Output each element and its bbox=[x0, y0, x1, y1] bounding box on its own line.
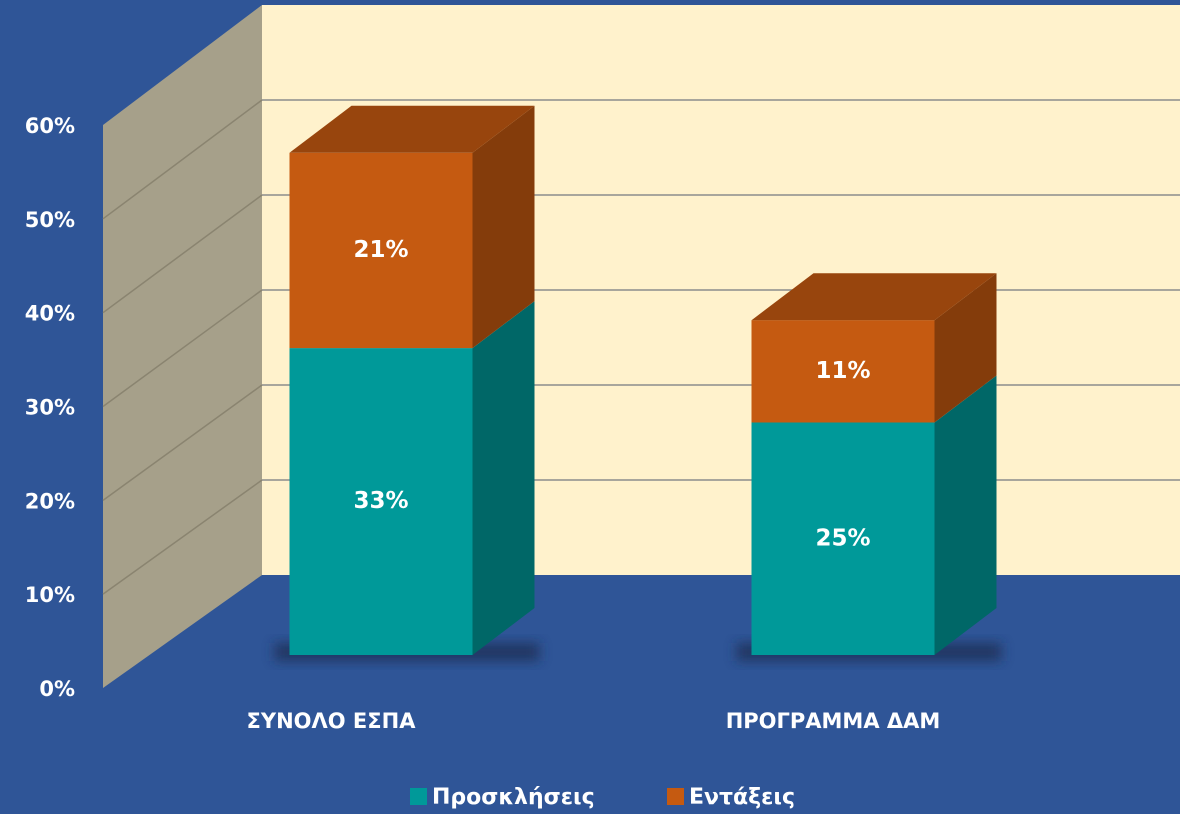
grid-line bbox=[102, 289, 263, 408]
bar-side bbox=[934, 273, 997, 423]
bar bbox=[289, 348, 473, 655]
bar-side bbox=[472, 105, 535, 349]
value-label: 25% bbox=[815, 525, 870, 551]
value-label: 21% bbox=[353, 237, 408, 263]
value-label: 33% bbox=[353, 488, 408, 514]
bar bbox=[289, 152, 473, 349]
grid-line bbox=[102, 194, 263, 314]
legend-label: Εντάξεις bbox=[689, 785, 795, 810]
legend-label: Προσκλήσεις bbox=[432, 785, 595, 810]
y-tick-label: 40% bbox=[25, 302, 75, 326]
grid-line bbox=[102, 99, 263, 220]
y-tick-label: 0% bbox=[39, 677, 75, 701]
x-tick-label: ΣΥΝΟΛΟ ΕΣΠΑ bbox=[247, 709, 417, 733]
bar-top bbox=[751, 273, 997, 321]
grid-line bbox=[102, 479, 263, 595]
y-tick-label: 60% bbox=[25, 114, 75, 138]
bar-side bbox=[472, 301, 535, 655]
bar bbox=[751, 320, 935, 423]
bar-side bbox=[934, 375, 997, 655]
y-tick-label: 20% bbox=[25, 489, 75, 513]
y-tick-label: 10% bbox=[25, 583, 75, 607]
bar-top bbox=[289, 105, 535, 153]
y-tick-label: 30% bbox=[25, 396, 75, 420]
grid-line bbox=[102, 384, 263, 501]
side-wall bbox=[103, 5, 262, 688]
y-tick-label: 50% bbox=[25, 208, 75, 232]
bar bbox=[751, 422, 935, 655]
value-label: 11% bbox=[815, 358, 870, 384]
legend-swatch bbox=[667, 788, 684, 805]
x-tick-label: ΠΡΟΓΡΑΜΜΑ ΔΑΜ bbox=[726, 709, 941, 733]
legend-swatch bbox=[410, 788, 427, 805]
